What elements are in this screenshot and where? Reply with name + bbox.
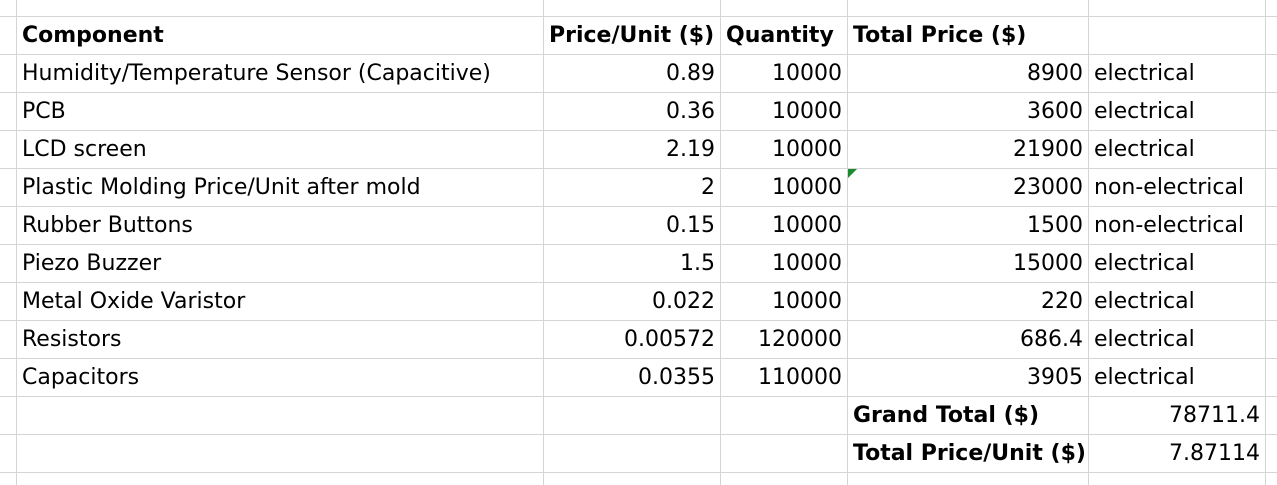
cell-category[interactable]: non-electrical (1094, 213, 1245, 238)
gridline (0, 358, 1277, 359)
gridline (0, 130, 1277, 131)
gridline (0, 396, 1277, 397)
header-total-price[interactable]: Total Price ($) (853, 23, 1027, 48)
cell-quantity[interactable]: 120000 (758, 327, 842, 352)
cell-component[interactable]: Resistors (22, 327, 122, 352)
cell-price-unit[interactable]: 2 (701, 175, 715, 200)
gridline (0, 320, 1277, 321)
header-price-unit[interactable]: Price/Unit ($) (549, 23, 715, 48)
cell-quantity[interactable]: 10000 (772, 213, 842, 238)
cell-total-price[interactable]: 3905 (1027, 365, 1083, 390)
cell-component[interactable]: Piezo Buzzer (22, 251, 162, 276)
cell-category[interactable]: electrical (1094, 99, 1195, 124)
cell-quantity[interactable]: 110000 (758, 365, 842, 390)
gridline (0, 168, 1277, 169)
cell-total-price[interactable]: 23000 (1013, 175, 1083, 200)
cell-price-unit[interactable]: 0.00572 (624, 327, 715, 352)
cell-total-price[interactable]: 3600 (1027, 99, 1083, 124)
cell-price-unit[interactable]: 2.19 (666, 137, 715, 162)
cell-component[interactable]: Metal Oxide Varistor (22, 289, 246, 314)
cell-quantity[interactable]: 10000 (772, 251, 842, 276)
gridline (16, 0, 17, 485)
cell-component[interactable]: Plastic Molding Price/Unit after mold (22, 175, 421, 200)
cell-quantity[interactable]: 10000 (772, 99, 842, 124)
gridline (0, 16, 1277, 17)
cell-category[interactable]: electrical (1094, 289, 1195, 314)
cell-component[interactable]: Humidity/Temperature Sensor (Capacitive) (22, 61, 491, 86)
cell-total-price[interactable]: 8900 (1027, 61, 1083, 86)
grand-total-label[interactable]: Grand Total ($) (853, 403, 1040, 428)
cell-category[interactable]: non-electrical (1094, 175, 1245, 200)
gridline (0, 54, 1277, 55)
cell-price-unit[interactable]: 0.89 (666, 61, 715, 86)
gridline (0, 472, 1277, 473)
gridline (1265, 0, 1266, 485)
gridline (720, 0, 721, 485)
cell-price-unit[interactable]: 0.0355 (638, 365, 715, 390)
gridline (0, 244, 1277, 245)
cell-component[interactable]: Capacitors (22, 365, 140, 390)
cell-total-price[interactable]: 15000 (1013, 251, 1083, 276)
gridline (1088, 0, 1089, 485)
gridline (0, 434, 1277, 435)
grand-total-value[interactable]: 78711.4 (1169, 403, 1260, 428)
gridline (0, 92, 1277, 93)
gridline (543, 0, 544, 485)
cell-component[interactable]: Rubber Buttons (22, 213, 193, 238)
cell-price-unit[interactable]: 0.15 (666, 213, 715, 238)
cell-total-price[interactable]: 686.4 (1020, 327, 1083, 352)
comment-indicator-icon[interactable] (848, 169, 857, 178)
cell-category[interactable]: electrical (1094, 251, 1195, 276)
cell-category[interactable]: electrical (1094, 137, 1195, 162)
total-price-per-unit-label[interactable]: Total Price/Unit ($) (853, 441, 1086, 466)
cell-category[interactable]: electrical (1094, 61, 1195, 86)
cell-quantity[interactable]: 10000 (772, 137, 842, 162)
cell-price-unit[interactable]: 0.36 (666, 99, 715, 124)
cell-price-unit[interactable]: 1.5 (680, 251, 715, 276)
gridline (847, 0, 848, 485)
cell-component[interactable]: PCB (22, 99, 66, 124)
cell-price-unit[interactable]: 0.022 (652, 289, 715, 314)
header-quantity[interactable]: Quantity (726, 23, 834, 48)
gridline (0, 206, 1277, 207)
cell-category[interactable]: electrical (1094, 327, 1195, 352)
cell-quantity[interactable]: 10000 (772, 289, 842, 314)
cell-quantity[interactable]: 10000 (772, 61, 842, 86)
header-component[interactable]: Component (22, 23, 164, 48)
total-price-per-unit-value[interactable]: 7.87114 (1169, 441, 1260, 466)
cell-total-price[interactable]: 1500 (1027, 213, 1083, 238)
cell-total-price[interactable]: 220 (1041, 289, 1083, 314)
cell-total-price[interactable]: 21900 (1013, 137, 1083, 162)
cell-component[interactable]: LCD screen (22, 137, 147, 162)
cell-quantity[interactable]: 10000 (772, 175, 842, 200)
gridline (0, 282, 1277, 283)
cell-category[interactable]: electrical (1094, 365, 1195, 390)
